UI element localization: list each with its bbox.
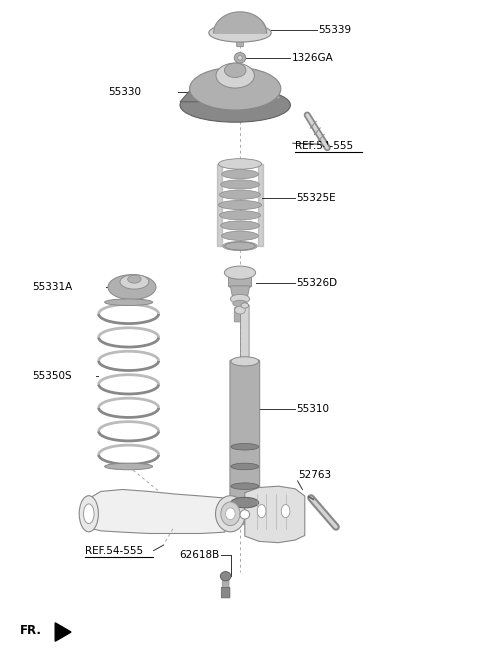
FancyBboxPatch shape [232, 499, 258, 524]
Polygon shape [254, 83, 281, 101]
Ellipse shape [105, 463, 153, 470]
Ellipse shape [219, 211, 261, 220]
Ellipse shape [190, 68, 281, 110]
Ellipse shape [216, 496, 245, 532]
FancyBboxPatch shape [221, 587, 230, 598]
Ellipse shape [105, 299, 153, 306]
Ellipse shape [231, 443, 259, 450]
Ellipse shape [233, 300, 247, 307]
Ellipse shape [231, 497, 259, 508]
Ellipse shape [240, 510, 250, 519]
Ellipse shape [230, 294, 250, 304]
Polygon shape [230, 286, 250, 299]
Ellipse shape [219, 190, 261, 199]
Ellipse shape [224, 63, 246, 78]
Text: REF.54-555: REF.54-555 [295, 141, 353, 151]
FancyBboxPatch shape [230, 360, 260, 501]
Ellipse shape [222, 170, 258, 179]
Ellipse shape [223, 160, 257, 169]
FancyBboxPatch shape [222, 576, 229, 589]
Ellipse shape [218, 200, 262, 210]
Ellipse shape [231, 483, 259, 489]
Text: 55310: 55310 [296, 403, 329, 414]
FancyBboxPatch shape [237, 32, 243, 47]
Ellipse shape [235, 306, 245, 314]
Ellipse shape [79, 496, 98, 532]
Ellipse shape [180, 88, 290, 122]
Ellipse shape [84, 504, 94, 524]
Ellipse shape [220, 572, 231, 581]
Ellipse shape [234, 53, 246, 63]
Ellipse shape [216, 63, 254, 88]
Text: 1326GA: 1326GA [292, 53, 334, 63]
Ellipse shape [220, 221, 259, 230]
Polygon shape [55, 623, 71, 641]
Ellipse shape [225, 242, 255, 250]
Ellipse shape [128, 275, 141, 283]
Ellipse shape [238, 56, 242, 60]
Text: 55331A: 55331A [33, 282, 73, 292]
Ellipse shape [120, 275, 149, 289]
Polygon shape [85, 489, 235, 533]
Text: 55330: 55330 [108, 87, 141, 97]
Text: 55325E: 55325E [297, 193, 336, 204]
Polygon shape [180, 85, 216, 102]
Ellipse shape [108, 275, 156, 300]
Ellipse shape [257, 505, 266, 518]
Ellipse shape [225, 266, 255, 279]
Text: 52763: 52763 [299, 470, 332, 480]
Text: 62618B: 62618B [180, 550, 220, 560]
Polygon shape [245, 486, 305, 543]
Ellipse shape [231, 357, 259, 366]
Text: 55350S: 55350S [33, 371, 72, 381]
Ellipse shape [209, 24, 271, 42]
Ellipse shape [221, 502, 240, 526]
Ellipse shape [231, 463, 259, 470]
Ellipse shape [218, 159, 262, 170]
FancyBboxPatch shape [234, 307, 246, 322]
Text: 55326D: 55326D [296, 277, 337, 288]
FancyBboxPatch shape [240, 305, 249, 362]
Ellipse shape [241, 303, 249, 308]
Ellipse shape [223, 242, 257, 251]
Ellipse shape [222, 231, 258, 240]
Text: REF.54-555: REF.54-555 [85, 545, 144, 556]
Text: FR.: FR. [20, 624, 42, 637]
Ellipse shape [226, 508, 235, 520]
Ellipse shape [281, 505, 290, 518]
Text: 55339: 55339 [318, 24, 351, 35]
FancyBboxPatch shape [228, 271, 252, 287]
Ellipse shape [220, 180, 259, 189]
